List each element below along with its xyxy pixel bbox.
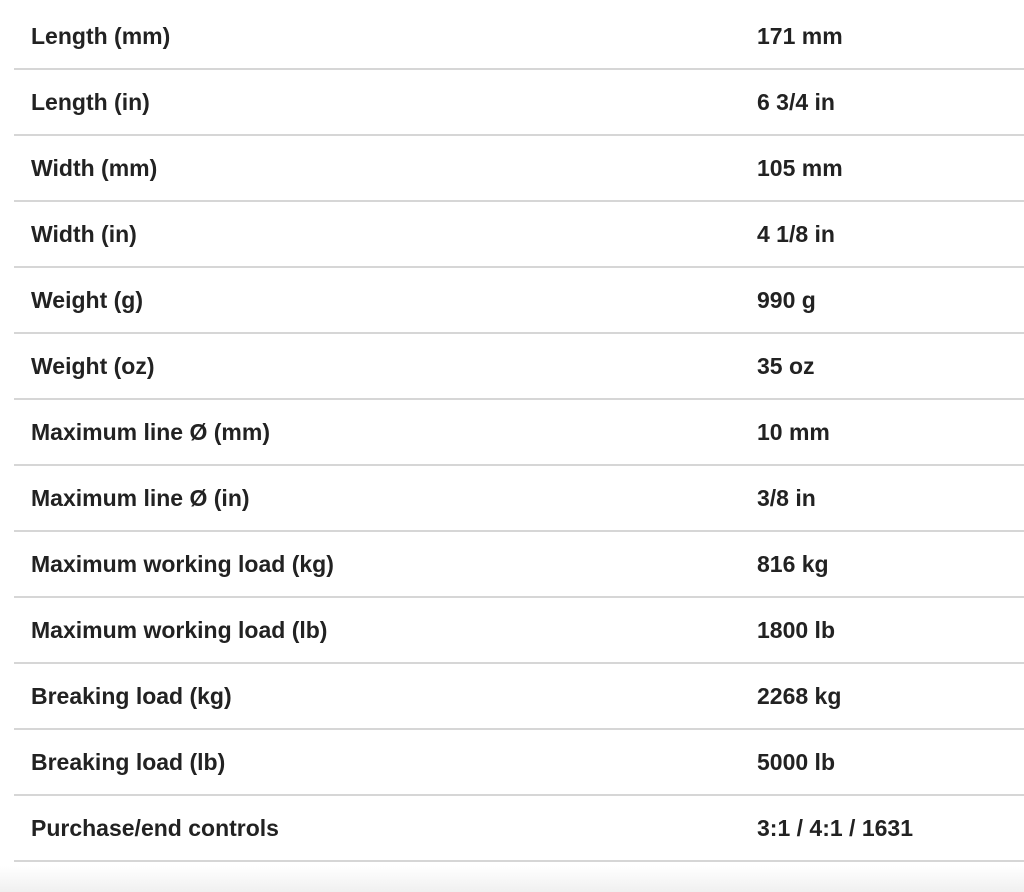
spec-row: Maximum line Ø (in) 3/8 in	[14, 466, 1024, 532]
spec-label: Length (in)	[31, 88, 150, 115]
bottom-fade	[0, 866, 1024, 892]
spec-row: Purchase/end controls 3:1 / 4:1 / 1631	[14, 796, 1024, 862]
spec-value: 10 mm	[757, 418, 830, 445]
spec-label: Width (mm)	[31, 154, 158, 181]
spec-row: Length (mm) 171 mm	[14, 4, 1024, 70]
spec-value: 171 mm	[757, 22, 843, 49]
spec-value: 35 oz	[757, 352, 815, 379]
spec-label: Maximum working load (lb)	[31, 616, 328, 643]
spec-row: Maximum working load (kg) 816 kg	[14, 532, 1024, 598]
spec-label: Maximum line Ø (in)	[31, 484, 250, 511]
spec-value: 105 mm	[757, 154, 843, 181]
spec-label: Weight (oz)	[31, 352, 155, 379]
spec-row: Breaking load (lb) 5000 lb	[14, 730, 1024, 796]
spec-row: Width (mm) 105 mm	[14, 136, 1024, 202]
spec-label: Maximum line Ø (mm)	[31, 418, 270, 445]
spec-value: 5000 lb	[757, 748, 835, 775]
spec-value: 990 g	[757, 286, 816, 313]
spec-row: Breaking load (kg) 2268 kg	[14, 664, 1024, 730]
spec-value: 2268 kg	[757, 682, 842, 709]
spec-row: Maximum line Ø (mm) 10 mm	[14, 400, 1024, 466]
spec-label: Breaking load (kg)	[31, 682, 232, 709]
spec-value: 816 kg	[757, 550, 829, 577]
spec-label: Length (mm)	[31, 22, 171, 49]
spec-row: Maximum working load (lb) 1800 lb	[14, 598, 1024, 664]
spec-label: Width (in)	[31, 220, 137, 247]
spec-label: Breaking load (lb)	[31, 748, 226, 775]
spec-value: 1800 lb	[757, 616, 835, 643]
spec-row: Weight (g) 990 g	[14, 268, 1024, 334]
spec-value: 3:1 / 4:1 / 1631	[757, 814, 913, 841]
spec-value: 3/8 in	[757, 484, 816, 511]
spec-label: Maximum working load (kg)	[31, 550, 334, 577]
spec-row: Weight (oz) 35 oz	[14, 334, 1024, 400]
specifications-table: Length (mm) 171 mm Length (in) 6 3/4 in Widt…	[14, 4, 1024, 862]
spec-label: Weight (g)	[31, 286, 143, 313]
spec-row: Width (in) 4 1/8 in	[14, 202, 1024, 268]
spec-row: Length (in) 6 3/4 in	[14, 70, 1024, 136]
spec-value: 6 3/4 in	[757, 88, 835, 115]
spec-label: Purchase/end controls	[31, 814, 279, 841]
spec-value: 4 1/8 in	[757, 220, 835, 247]
